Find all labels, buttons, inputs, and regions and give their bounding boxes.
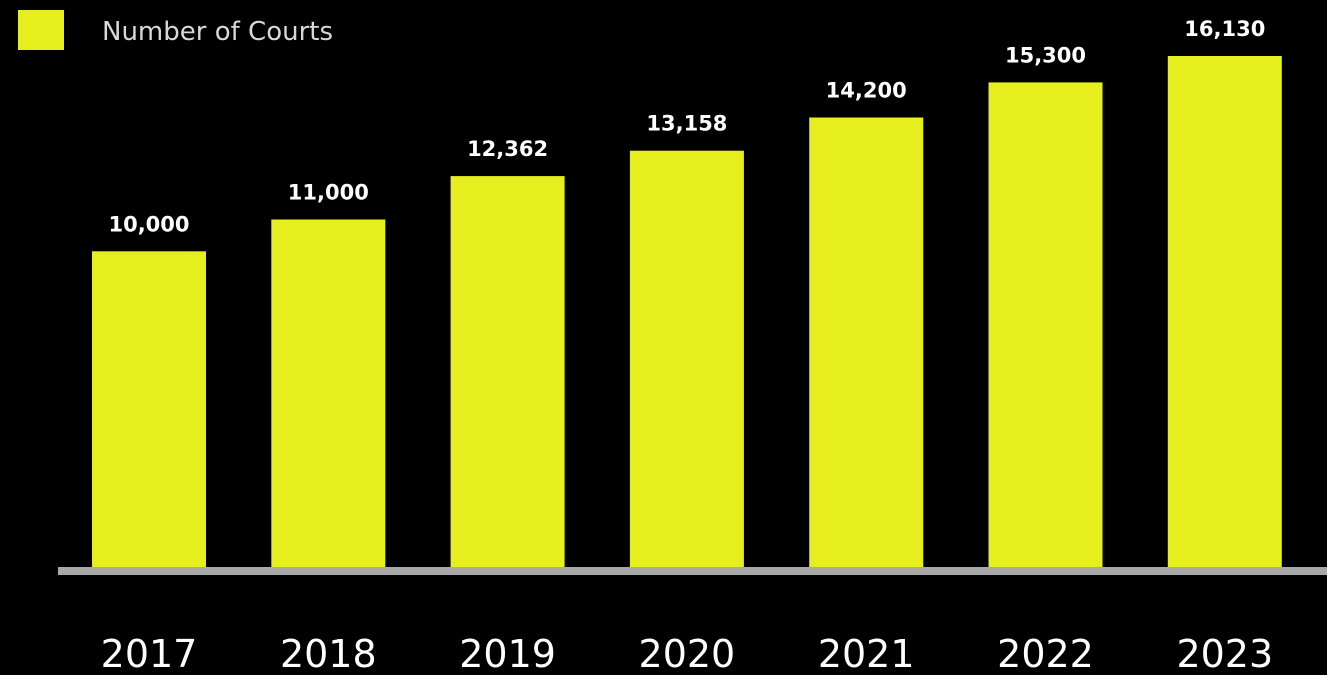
value-labels-group: 10,000 11,000 12,362 13,158 14,200 15,300 16,1… [108, 17, 1265, 236]
x-tick-label-2021: 2021 [818, 632, 915, 675]
data-label-2021: 14,200 [826, 79, 907, 103]
legend-swatch [18, 10, 64, 50]
legend: Number of Courts [18, 10, 333, 50]
bars-group [92, 56, 1282, 571]
bar-2020 [629, 150, 744, 570]
bar-2023 [1167, 56, 1282, 570]
x-tick-label-2020: 2020 [639, 632, 736, 675]
x-tick-labels-group: 2017 2018 2019 2020 2021 2022 2023 [101, 632, 1274, 675]
data-label-2019: 12,362 [467, 137, 548, 161]
data-label-2022: 15,300 [1005, 43, 1086, 67]
x-tick-label-2018: 2018 [280, 632, 377, 675]
bar-2017 [92, 251, 206, 571]
x-axis-baseline [58, 567, 1327, 575]
data-label-2020: 13,158 [646, 112, 727, 136]
bar-2021 [809, 117, 924, 570]
legend-label: Number of Courts [102, 17, 333, 47]
data-label-2023: 16,130 [1184, 17, 1265, 41]
x-tick-label-2022: 2022 [997, 632, 1094, 675]
bar-2019 [450, 176, 565, 570]
data-label-2018: 11,000 [288, 181, 369, 205]
bar-2018 [271, 219, 386, 570]
x-tick-label-2019: 2019 [459, 632, 556, 675]
x-tick-label-2023: 2023 [1176, 632, 1273, 675]
data-label-2017: 10,000 [108, 212, 189, 236]
bar-2022 [988, 82, 1103, 571]
x-tick-label-2017: 2017 [101, 632, 198, 675]
